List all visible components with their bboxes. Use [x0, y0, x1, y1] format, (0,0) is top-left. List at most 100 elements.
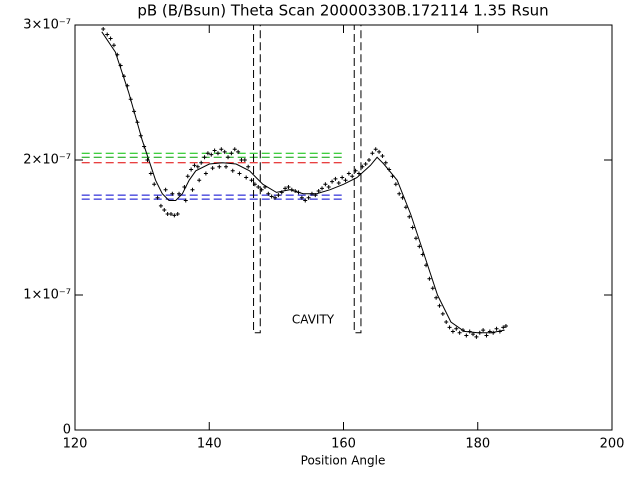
y-tick-label: 2×10⁻⁷ [23, 153, 71, 168]
data-point [397, 191, 402, 196]
data-point [262, 185, 267, 189]
data-point [242, 158, 247, 162]
data-point [108, 36, 113, 41]
data-point [286, 185, 291, 189]
data-point [444, 320, 449, 324]
data-point [474, 334, 479, 339]
data-point [306, 195, 311, 200]
data-point [232, 147, 237, 152]
data-point [163, 187, 168, 192]
data-point [132, 109, 137, 114]
data-point [299, 195, 304, 200]
data-point [484, 333, 489, 338]
data-point [393, 182, 398, 187]
data-point [400, 195, 405, 200]
data-point [230, 168, 235, 173]
annotation: CAVITY [292, 313, 335, 327]
data-point [168, 212, 173, 216]
data-point [177, 191, 182, 196]
data-point [501, 325, 506, 330]
data-point [383, 160, 388, 165]
data-point [491, 330, 496, 335]
data-point [457, 330, 462, 335]
data-point [343, 178, 348, 183]
data-point [145, 158, 150, 162]
data-point [246, 164, 251, 169]
data-point [497, 329, 502, 334]
data-point [440, 311, 445, 316]
data-point [105, 32, 110, 37]
data-point [326, 185, 331, 189]
data-point [336, 180, 341, 185]
data-point [320, 186, 325, 191]
data-point [487, 329, 492, 334]
data-point [353, 168, 358, 173]
data-point [148, 171, 153, 176]
data-point [427, 276, 432, 281]
data-point [195, 164, 200, 169]
data-point [340, 175, 345, 180]
data-point [205, 151, 210, 156]
x-axis-label: Position Angle [301, 454, 386, 468]
data-point [229, 151, 234, 156]
data-point [464, 333, 469, 338]
data-point [407, 214, 412, 219]
data-point [330, 179, 335, 184]
data-point [170, 191, 175, 196]
data-point [183, 198, 188, 203]
data-point [387, 167, 392, 172]
data-point [313, 193, 318, 198]
x-tick-label: 160 [331, 437, 356, 452]
data-point [237, 171, 242, 176]
data-point [370, 151, 375, 156]
data-point [450, 329, 455, 334]
data-point [471, 332, 476, 337]
data-point [175, 212, 180, 216]
data-point [222, 149, 227, 154]
y-tick-label: 0 [63, 423, 71, 438]
region-box [253, 24, 261, 334]
data-point [413, 236, 418, 241]
data-point [199, 160, 204, 165]
data-point [185, 174, 190, 179]
data-point [190, 187, 195, 192]
data-point [390, 174, 395, 179]
data-point [244, 175, 249, 180]
data-point [122, 74, 127, 79]
data-point [323, 182, 328, 187]
data-point [360, 164, 365, 169]
data-point [239, 158, 244, 162]
y-tick-label: 3×10⁻⁷ [23, 18, 71, 33]
data-point [162, 207, 167, 212]
data-point [203, 171, 208, 176]
data-point [266, 191, 271, 196]
data-point [350, 174, 355, 179]
data-point [111, 43, 116, 48]
data-point [182, 185, 187, 189]
data-point [155, 195, 160, 200]
x-tick-label: 200 [600, 437, 625, 452]
data-point [236, 149, 241, 154]
y-tick-label: 1×10⁻⁷ [23, 288, 71, 303]
data-point [172, 213, 177, 218]
data-point [356, 171, 361, 176]
data-point [434, 295, 439, 300]
data-point [219, 147, 224, 152]
data-point [125, 83, 130, 88]
data-point [224, 164, 229, 169]
chart-title: pB (B/Bsun) Theta Scan 20000330B.172114 … [137, 2, 548, 20]
data-point [209, 152, 214, 157]
data-point [377, 149, 382, 154]
data-point [410, 225, 415, 230]
x-tick-label: 140 [197, 437, 222, 452]
data-point [202, 155, 207, 160]
fit-line [101, 31, 505, 334]
data-point [128, 97, 133, 102]
data-point [273, 195, 278, 200]
data-point [467, 329, 472, 334]
data-point [210, 166, 215, 171]
data-point [152, 182, 157, 187]
data-point [346, 171, 351, 176]
data-point [252, 182, 257, 187]
data-point [165, 212, 170, 216]
